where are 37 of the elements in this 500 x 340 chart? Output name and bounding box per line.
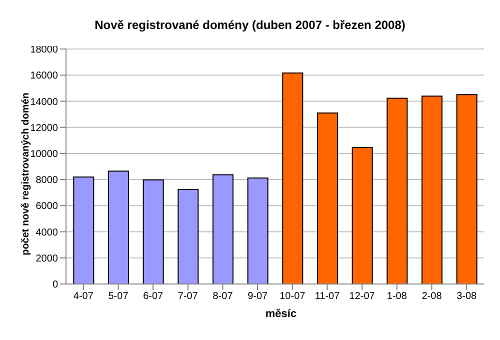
y-tick-label: 2000 [36, 253, 58, 264]
x-tick-label: 5-07 [108, 291, 129, 302]
bar [421, 96, 442, 284]
bar [386, 98, 408, 284]
bar [212, 174, 234, 284]
x-tick-label: 10-07 [280, 291, 306, 302]
chart-title: Nově registrované domény (duben 2007 - březen 2008) [94, 18, 406, 32]
x-tick-label: 6-07 [143, 291, 164, 302]
bar [108, 170, 129, 284]
x-tick-label: 8-07 [212, 291, 234, 302]
x-axis-title: měsíc [264, 308, 298, 320]
y-tick-label: 14000 [30, 96, 58, 108]
bar [352, 146, 373, 284]
y-tick-label: 18000 [30, 44, 58, 56]
bar [142, 179, 164, 284]
bar [316, 112, 338, 284]
x-tick-label: 12-07 [349, 291, 376, 302]
x-tick-label: 1-08 [386, 291, 408, 302]
bar [247, 177, 268, 284]
bar [178, 188, 199, 284]
bar [456, 94, 478, 284]
bar [73, 176, 94, 284]
y-tick-label: 0 [52, 280, 58, 291]
x-tick-label: 11-07 [314, 291, 340, 302]
y-tick-label: 6000 [36, 201, 58, 212]
y-tick-label: 16000 [30, 70, 58, 82]
y-tick-label: 8000 [36, 175, 58, 186]
y-tick-label: 12000 [30, 122, 58, 134]
y-tick-label: 4000 [36, 227, 58, 238]
x-tick-label: 7-07 [178, 291, 198, 302]
x-tick-label: 3-08 [456, 291, 478, 302]
x-tick-label: 4-07 [73, 291, 94, 302]
x-tick-label: 9-07 [248, 291, 268, 302]
bar [282, 72, 304, 284]
y-axis-title: počet nově registrovaných domén [20, 92, 32, 256]
x-tick-label: 2-08 [422, 291, 442, 302]
y-tick-label: 10000 [30, 148, 58, 160]
